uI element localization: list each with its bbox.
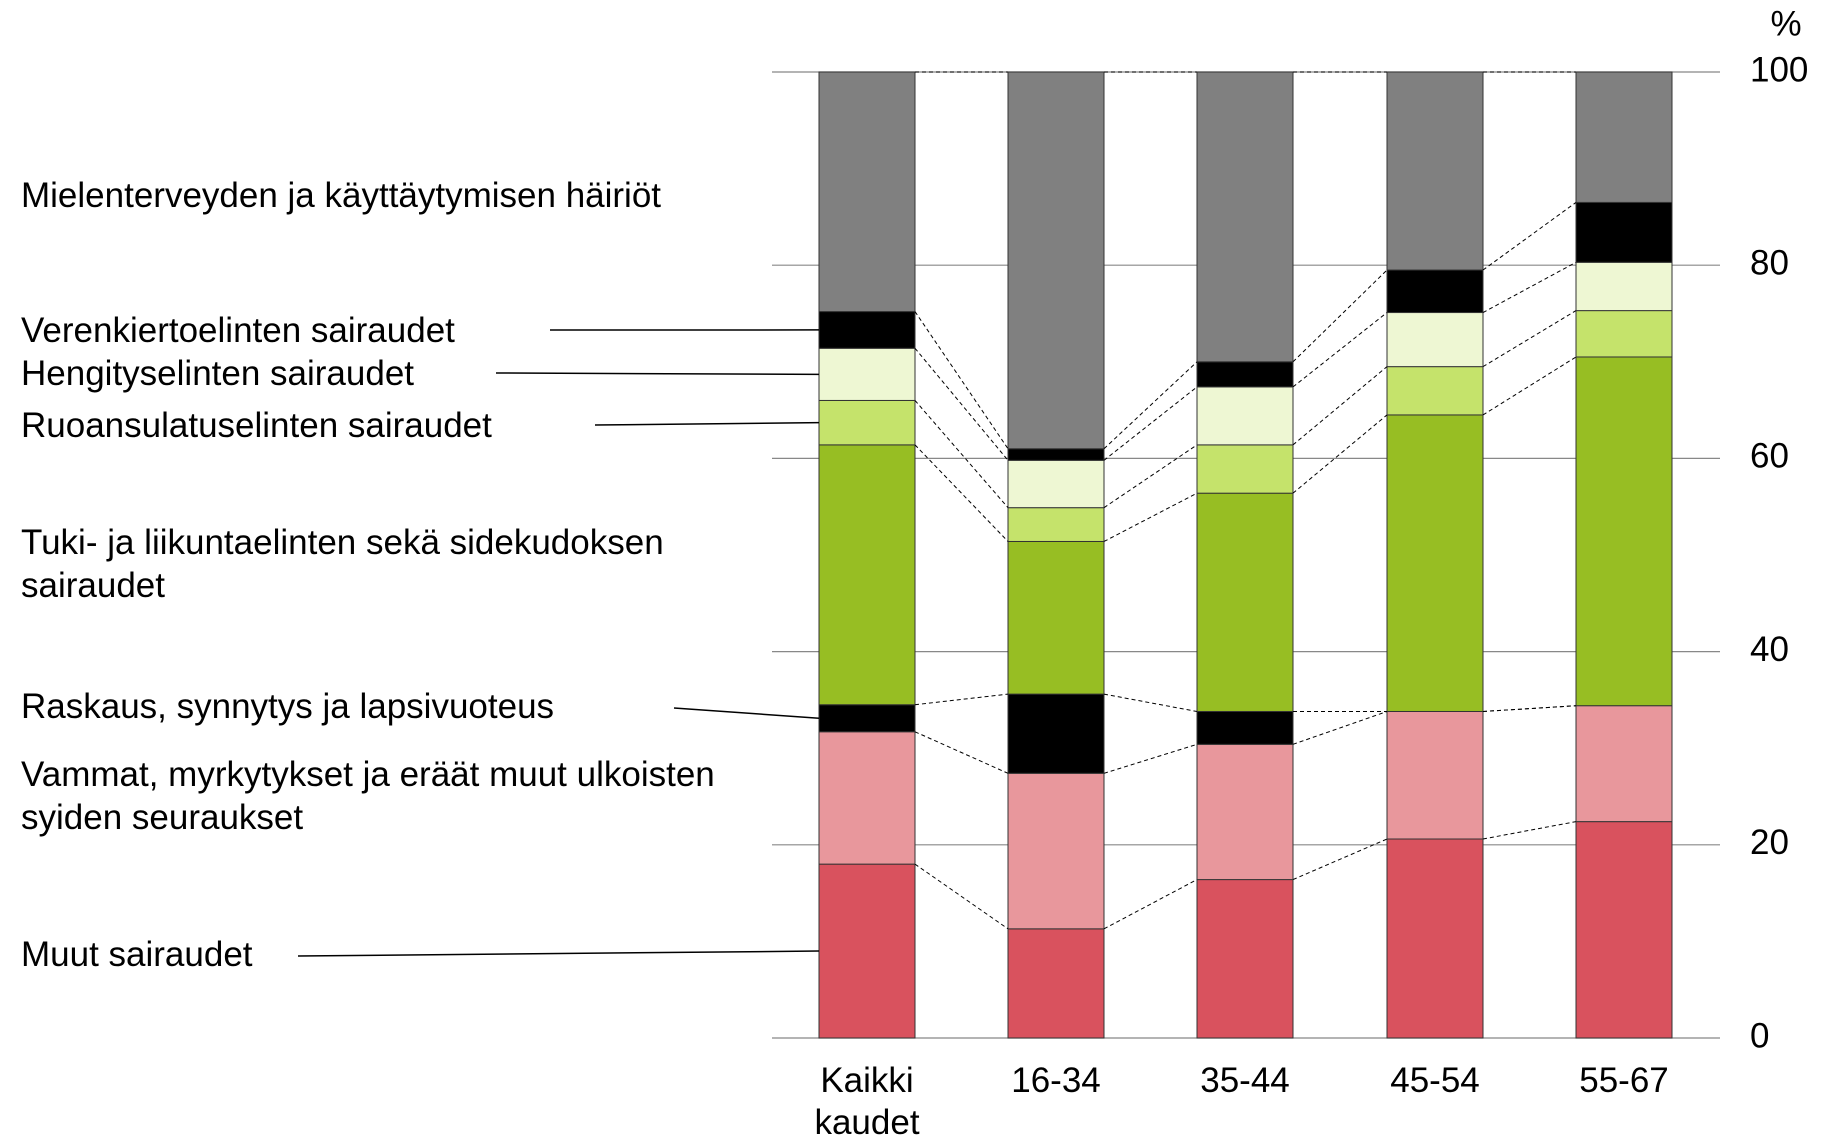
- connector: [1292, 366, 1388, 446]
- connector: [1103, 743, 1198, 774]
- y-axis-label: %: [1770, 4, 1801, 43]
- bar-segment: [1196, 361, 1294, 388]
- bar-segment: [1575, 821, 1673, 1039]
- connector: [1292, 269, 1388, 363]
- bar-segment: [1386, 838, 1484, 1039]
- y-tick-label: 100: [1750, 50, 1808, 89]
- bar-segment: [818, 863, 916, 1039]
- legend-label: Tuki- ja liikuntaelinten sekä sidekudoks…: [21, 523, 664, 605]
- connector: [914, 863, 1009, 930]
- bar-segment: [1007, 71, 1105, 450]
- bar-segment: [818, 399, 916, 446]
- bar-segment: [1575, 356, 1673, 707]
- bar-segment: [1196, 386, 1294, 446]
- connector: [914, 400, 1009, 508]
- x-tick-label: 16-34: [1011, 1061, 1101, 1100]
- y-tick-label: 0: [1750, 1016, 1769, 1055]
- bar-segment: [1575, 261, 1673, 312]
- bar-segment: [1007, 693, 1105, 774]
- leader-line: [495, 372, 820, 376]
- connector: [1292, 414, 1388, 494]
- bar-segment: [1007, 540, 1105, 695]
- bar-segment: [1196, 71, 1294, 363]
- connector: [1103, 693, 1198, 712]
- connector: [1292, 711, 1388, 745]
- connector: [914, 311, 1009, 450]
- y-tick-label: 80: [1750, 243, 1789, 282]
- connector: [1482, 261, 1577, 313]
- bar-segment: [1196, 710, 1294, 745]
- bar-segment: [1386, 366, 1484, 416]
- connector: [1103, 492, 1198, 542]
- legend-label: Hengityselinten sairaudet: [21, 354, 415, 393]
- bar-segment: [1007, 507, 1105, 542]
- bar-segment: [1007, 448, 1105, 461]
- x-tick-label: 35-44: [1200, 1061, 1290, 1100]
- bar-segment: [1196, 879, 1294, 1039]
- connector: [1103, 361, 1198, 450]
- leader-line: [297, 950, 820, 957]
- bar-segment: [1196, 743, 1294, 881]
- x-tick-label: 45-54: [1390, 1061, 1480, 1100]
- y-tick-label: 60: [1750, 437, 1789, 476]
- connector: [1482, 705, 1577, 712]
- legend-label: Raskaus, synnytys ja lapsivuoteus: [21, 687, 555, 726]
- bar-segment: [1007, 772, 1105, 930]
- bar-segment: [818, 71, 916, 313]
- bar-segment: [1575, 705, 1673, 823]
- bar-segment: [1575, 71, 1673, 203]
- connector: [1103, 444, 1198, 509]
- connector: [1482, 202, 1577, 271]
- connector: [1482, 310, 1577, 368]
- bar-segment: [818, 704, 916, 733]
- legend-label: Mielenterveyden ja käyttäytymisen häiriö…: [21, 176, 662, 215]
- bar-segment: [1196, 444, 1294, 494]
- x-tick-label: 55-67: [1579, 1061, 1669, 1100]
- x-tick-label: Kaikki kaudet: [814, 1061, 920, 1142]
- bar-segment: [1386, 414, 1484, 712]
- bar-segment: [1007, 459, 1105, 509]
- connector: [1482, 356, 1577, 416]
- bar-segment: [1386, 269, 1484, 314]
- bar-segment: [818, 731, 916, 865]
- bar-segment: [1575, 310, 1673, 358]
- connector: [914, 731, 1009, 774]
- bar-segment: [818, 311, 916, 349]
- leader-line: [594, 421, 820, 426]
- bar-segment: [818, 444, 916, 706]
- bar-segment: [1386, 710, 1484, 840]
- connector: [1103, 386, 1198, 461]
- y-tick-label: 40: [1750, 630, 1789, 669]
- bar-segment: [1386, 71, 1484, 271]
- bar-segment: [1575, 201, 1673, 263]
- legend-label: Verenkiertoelinten sairaudet: [21, 311, 455, 350]
- y-tick-label: 20: [1750, 823, 1789, 862]
- connector: [914, 693, 1009, 706]
- legend-label: Ruoansulatuselinten sairaudet: [21, 406, 492, 445]
- bar-segment: [1386, 312, 1484, 368]
- legend-label: Muut sairaudet: [21, 935, 253, 974]
- legend-label: Vammat, myrkytykset ja eräät muut ulkois…: [21, 755, 715, 837]
- connector: [1292, 312, 1388, 388]
- connector: [1482, 821, 1577, 840]
- bar-segment: [1007, 928, 1105, 1039]
- connector: [1292, 838, 1388, 881]
- connector: [914, 347, 1009, 461]
- leader-line: [673, 707, 820, 720]
- bar-segment: [1196, 492, 1294, 712]
- connector: [1103, 879, 1198, 930]
- bar-segment: [818, 347, 916, 401]
- connector: [914, 444, 1009, 542]
